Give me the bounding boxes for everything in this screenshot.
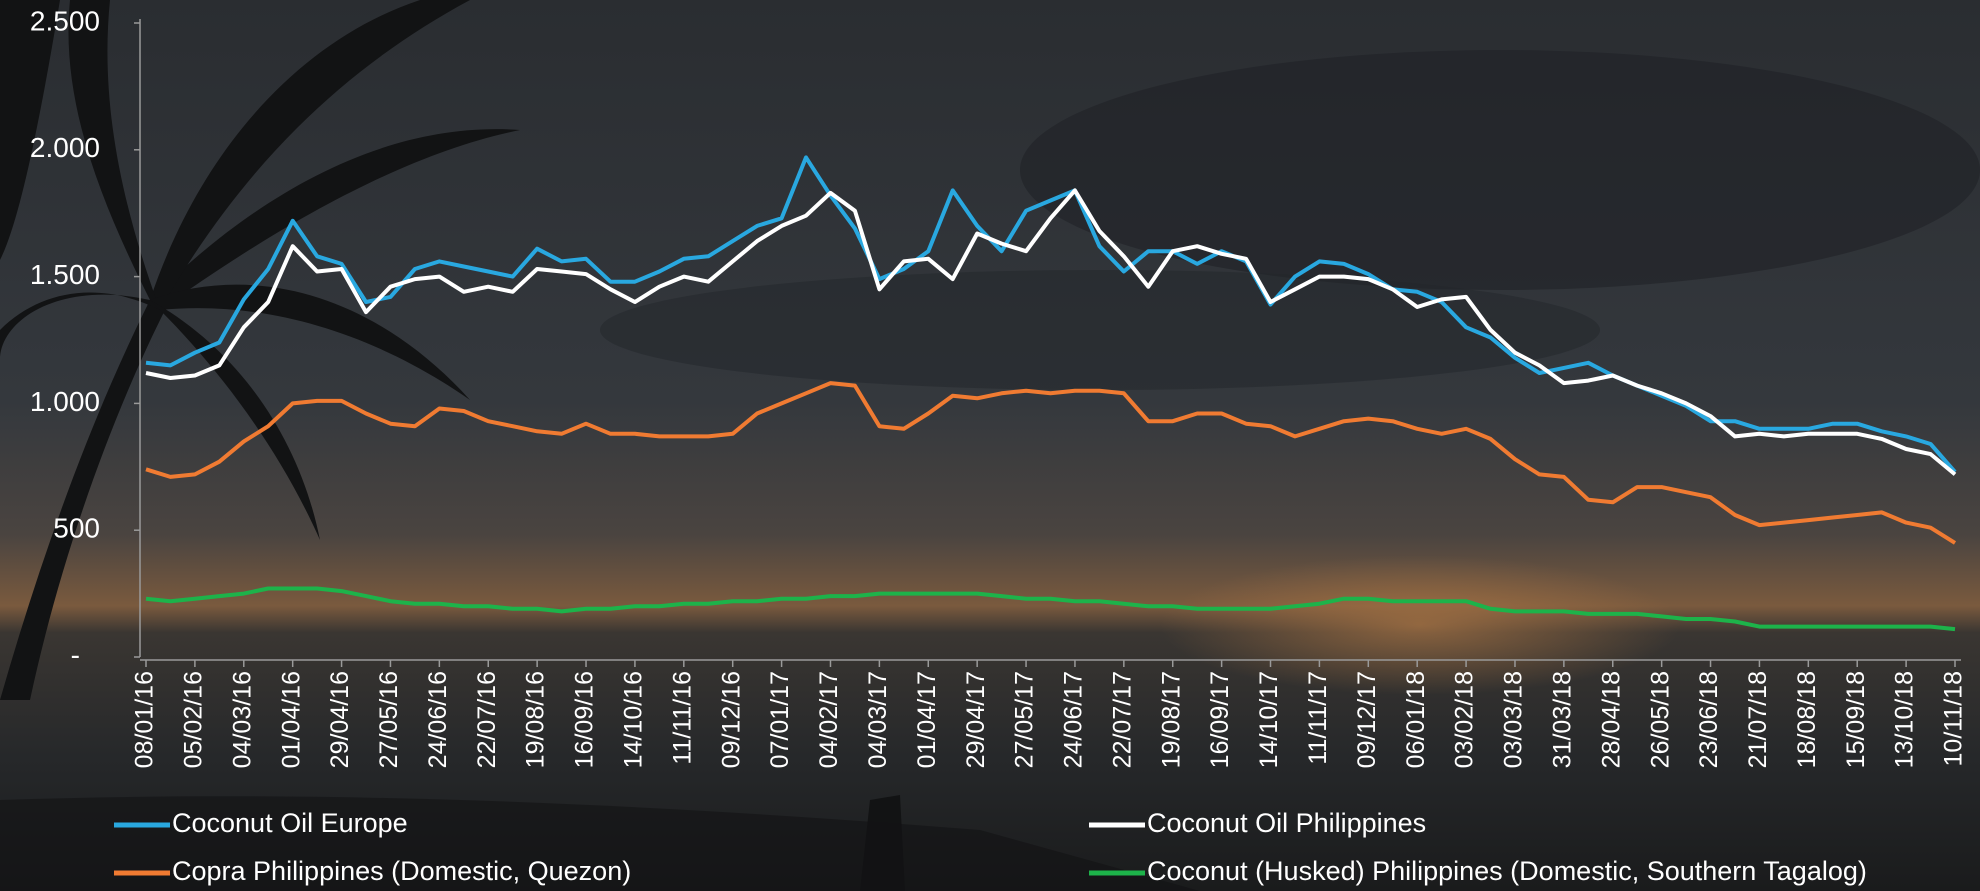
x-tick-label: 21/07/18 <box>1744 671 1772 768</box>
x-tick-label: 22/07/17 <box>1108 671 1136 768</box>
x-tick-label: 29/04/16 <box>326 671 354 768</box>
x-tick-label: 14/10/17 <box>1255 671 1283 768</box>
x-tick-label: 31/03/18 <box>1548 671 1576 768</box>
x-tick-label: 26/05/18 <box>1646 671 1674 768</box>
legend-label: Coconut Oil Europe <box>172 808 408 838</box>
series-line <box>145 586 1956 632</box>
x-tick-label: 03/02/18 <box>1451 671 1479 768</box>
x-tick-label: 03/03/18 <box>1500 671 1528 768</box>
x-tick-label: 04/03/17 <box>864 671 892 768</box>
x-tick-label: 27/05/17 <box>1011 671 1039 768</box>
x-tick-label: 07/01/17 <box>766 671 794 768</box>
x-tick-label: 05/02/16 <box>180 671 208 768</box>
x-tick-label: 24/06/16 <box>424 671 452 768</box>
x-tick-label: 23/06/18 <box>1695 671 1723 768</box>
y-tick-label: 1.500 <box>30 259 100 290</box>
y-tick-label: 2.000 <box>30 132 100 163</box>
x-tick-label: 27/05/16 <box>375 671 403 768</box>
series-line <box>145 381 1957 545</box>
x-tick-label: 19/08/16 <box>522 671 550 768</box>
x-tick-label: 01/04/17 <box>913 671 941 768</box>
y-tick-label: - <box>71 639 80 670</box>
x-tick-label: 18/08/18 <box>1793 671 1821 768</box>
x-tick-label: 28/04/18 <box>1597 671 1625 768</box>
series-line <box>145 188 1957 476</box>
x-tick-label: 19/08/17 <box>1157 671 1185 768</box>
x-tick-label: 04/03/16 <box>228 671 256 768</box>
x-tick-label: 22/07/16 <box>473 671 501 768</box>
x-tick-label: 15/09/18 <box>1842 671 1870 768</box>
legend-label: Copra Philippines (Domestic, Quezon) <box>172 856 631 886</box>
x-tick-label: 09/12/16 <box>717 671 745 768</box>
palm-silhouette <box>0 0 905 891</box>
cloud <box>600 270 1600 390</box>
x-tick-label: 14/10/16 <box>620 671 648 768</box>
x-tick-label: 10/11/18 <box>1940 671 1968 766</box>
x-tick-label: 29/04/17 <box>962 671 990 768</box>
x-tick-label: 06/01/18 <box>1402 671 1430 768</box>
legend-label: Coconut (Husked) Philippines (Domestic, … <box>1147 856 1867 886</box>
cloud <box>1020 50 1980 290</box>
x-tick-label: 09/12/17 <box>1353 671 1381 768</box>
y-tick-label: 1.000 <box>30 386 100 417</box>
x-tick-label: 04/02/17 <box>815 671 843 768</box>
x-tick-label: 16/09/17 <box>1206 671 1234 768</box>
x-tick-label: 16/09/16 <box>571 671 599 768</box>
y-tick-label: 500 <box>53 513 100 544</box>
legend-label: Coconut Oil Philippines <box>1147 808 1426 838</box>
x-tick-label: 11/11/17 <box>1304 671 1332 765</box>
x-tick-label: 13/10/18 <box>1891 671 1919 768</box>
x-tick-label: 08/01/16 <box>131 671 159 768</box>
x-tick-label: 24/06/17 <box>1060 671 1088 768</box>
x-tick-label: 01/04/16 <box>277 671 305 768</box>
x-tick-label: 11/11/16 <box>668 671 696 765</box>
y-tick-label: 2.500 <box>30 5 100 36</box>
